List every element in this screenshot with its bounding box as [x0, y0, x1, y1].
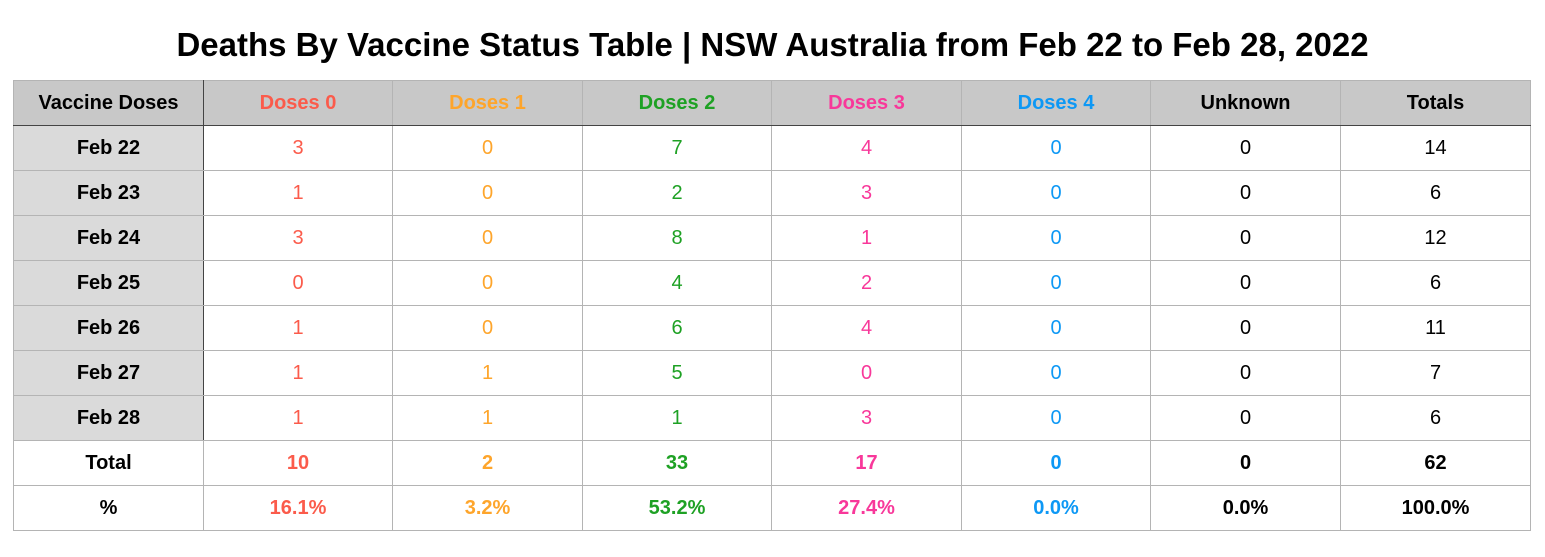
- summary-cell-totals: 100.0%: [1340, 485, 1531, 531]
- cell-doses3: 1: [771, 215, 962, 261]
- cell-doses0: 1: [203, 305, 393, 351]
- summary-cell-doses1: 2: [392, 440, 583, 486]
- table-row: Feb 23 1 0 2 3 0 0 6: [13, 170, 1531, 216]
- table-summary: Total 10 2 33 17 0 0 62% 16.1% 3.2% 53.2% 27.4% 0.0%…: [13, 440, 1531, 531]
- cell-unknown: 0: [1150, 170, 1341, 216]
- cell-doses1: 0: [392, 170, 583, 216]
- corner-header: Vaccine Doses: [13, 80, 204, 126]
- summary-cell-doses0: 16.1%: [203, 485, 393, 531]
- cell-totals: 6: [1340, 260, 1531, 306]
- cell-unknown: 0: [1150, 305, 1341, 351]
- table-body: Feb 22 3 0 7 4 0 0 14 Feb 23 1 0 2 3 0 0 6 Feb 24 3 0 8 1 0 0 1…: [13, 125, 1531, 441]
- summary-cell-totals: 62: [1340, 440, 1531, 486]
- cell-unknown: 0: [1150, 260, 1341, 306]
- summary-cell-doses2: 53.2%: [582, 485, 772, 531]
- column-header-doses3: Doses 3: [771, 80, 962, 126]
- cell-doses1: 0: [392, 125, 583, 171]
- summary-cell-doses4: 0: [961, 440, 1151, 486]
- summary-cell-unknown: 0.0%: [1150, 485, 1341, 531]
- cell-doses3: 4: [771, 125, 962, 171]
- cell-doses3: 3: [771, 170, 962, 216]
- cell-doses0: 0: [203, 260, 393, 306]
- cell-doses3: 2: [771, 260, 962, 306]
- total-row: Total 10 2 33 17 0 0 62: [13, 440, 1531, 486]
- column-header-doses1: Doses 1: [392, 80, 583, 126]
- cell-doses4: 0: [961, 260, 1151, 306]
- cell-doses3: 3: [771, 395, 962, 441]
- cell-doses4: 0: [961, 125, 1151, 171]
- table-row: Feb 26 1 0 6 4 0 0 11: [13, 305, 1531, 351]
- cell-doses1: 0: [392, 305, 583, 351]
- cell-totals: 11: [1340, 305, 1531, 351]
- column-header-doses4: Doses 4: [961, 80, 1151, 126]
- cell-totals: 6: [1340, 395, 1531, 441]
- cell-doses0: 1: [203, 350, 393, 396]
- table-row: Feb 22 3 0 7 4 0 0 14: [13, 125, 1531, 171]
- cell-doses0: 1: [203, 170, 393, 216]
- table-row: Feb 24 3 0 8 1 0 0 12: [13, 215, 1531, 261]
- cell-doses2: 1: [582, 395, 772, 441]
- cell-doses2: 2: [582, 170, 772, 216]
- table-title: Deaths By Vaccine Status Table | NSW Aus…: [176, 26, 1369, 63]
- cell-unknown: 0: [1150, 125, 1341, 171]
- cell-doses3: 4: [771, 305, 962, 351]
- cell-doses4: 0: [961, 170, 1151, 216]
- summary-cell-doses4: 0.0%: [961, 485, 1151, 531]
- column-header-doses2: Doses 2: [582, 80, 772, 126]
- cell-doses4: 0: [961, 350, 1151, 396]
- cell-doses2: 5: [582, 350, 772, 396]
- cell-unknown: 0: [1150, 350, 1341, 396]
- cell-doses0: 3: [203, 215, 393, 261]
- row-label: Feb 24: [13, 215, 204, 261]
- cell-totals: 6: [1340, 170, 1531, 216]
- cell-doses0: 3: [203, 125, 393, 171]
- cell-doses1: 1: [392, 350, 583, 396]
- cell-doses4: 0: [961, 395, 1151, 441]
- cell-unknown: 0: [1150, 215, 1341, 261]
- cell-doses2: 4: [582, 260, 772, 306]
- cell-doses2: 6: [582, 305, 772, 351]
- cell-unknown: 0: [1150, 395, 1341, 441]
- row-label: Feb 26: [13, 305, 204, 351]
- percent-row: % 16.1% 3.2% 53.2% 27.4% 0.0% 0.0% 100.0%: [13, 485, 1531, 531]
- row-label: Feb 27: [13, 350, 204, 396]
- cell-doses2: 8: [582, 215, 772, 261]
- cell-doses4: 0: [961, 305, 1151, 351]
- cell-totals: 14: [1340, 125, 1531, 171]
- table-row: Feb 28 1 1 1 3 0 0 6: [13, 395, 1531, 441]
- row-label: Feb 25: [13, 260, 204, 306]
- cell-totals: 7: [1340, 350, 1531, 396]
- summary-cell-doses2: 33: [582, 440, 772, 486]
- row-label: Feb 28: [13, 395, 204, 441]
- column-header-unknown: Unknown: [1150, 80, 1341, 126]
- cell-doses0: 1: [203, 395, 393, 441]
- header-row: Vaccine Doses Doses 0 Doses 1 Doses 2 Doses…: [13, 80, 1531, 126]
- row-label: Feb 22: [13, 125, 204, 171]
- summary-cell-doses3: 27.4%: [771, 485, 962, 531]
- table-row: Feb 27 1 1 5 0 0 0 7: [13, 350, 1531, 396]
- column-header-doses0: Doses 0: [203, 80, 393, 126]
- summary-cell-doses0: 10: [203, 440, 393, 486]
- deaths-by-vaccine-status-table: Vaccine Doses Doses 0 Doses 1 Doses 2 Doses…: [13, 80, 1531, 531]
- table-row: Feb 25 0 0 4 2 0 0 6: [13, 260, 1531, 306]
- summary-cell-doses1: 3.2%: [392, 485, 583, 531]
- summary-cell-doses3: 17: [771, 440, 962, 486]
- cell-doses1: 1: [392, 395, 583, 441]
- summary-row-label: %: [13, 485, 204, 531]
- cell-doses1: 0: [392, 260, 583, 306]
- cell-doses4: 0: [961, 215, 1151, 261]
- summary-cell-unknown: 0: [1150, 440, 1341, 486]
- cell-totals: 12: [1340, 215, 1531, 261]
- cell-doses2: 7: [582, 125, 772, 171]
- summary-row-label: Total: [13, 440, 204, 486]
- row-label: Feb 23: [13, 170, 204, 216]
- column-header-totals: Totals: [1340, 80, 1531, 126]
- cell-doses3: 0: [771, 350, 962, 396]
- cell-doses1: 0: [392, 215, 583, 261]
